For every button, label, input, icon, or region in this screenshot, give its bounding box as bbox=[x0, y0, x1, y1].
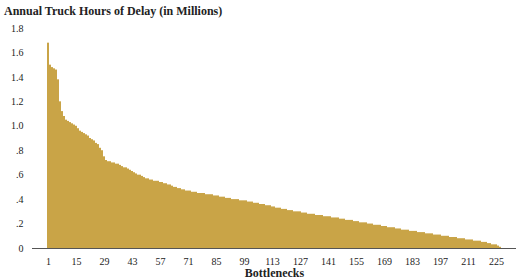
svg-text:99: 99 bbox=[239, 255, 250, 267]
svg-text:1.8: 1.8 bbox=[11, 23, 24, 34]
svg-text:141: 141 bbox=[321, 256, 336, 267]
svg-text:85: 85 bbox=[212, 256, 222, 267]
svg-text:1.2: 1.2 bbox=[11, 96, 24, 107]
svg-text:1.4: 1.4 bbox=[11, 72, 24, 83]
svg-text:211: 211 bbox=[461, 256, 476, 267]
html-text:Annual Truck Hours of Delay (i: Annual Truck Hours of Delay (in Millions… bbox=[4, 4, 223, 18]
svg-text:43: 43 bbox=[128, 256, 138, 267]
svg-text:1: 1 bbox=[46, 256, 51, 267]
svg-text:1.6: 1.6 bbox=[11, 47, 24, 58]
svg-text:29: 29 bbox=[100, 256, 110, 267]
svg-text:.6: .6 bbox=[16, 169, 24, 180]
svg-text:71: 71 bbox=[184, 256, 194, 267]
svg-text:57: 57 bbox=[156, 256, 166, 267]
svg-text:113: 113 bbox=[265, 255, 280, 267]
svg-text:.2: .2 bbox=[16, 218, 24, 229]
svg-text:15: 15 bbox=[72, 256, 82, 267]
svg-text:169: 169 bbox=[377, 256, 392, 267]
svg-text:.8: .8 bbox=[16, 145, 24, 156]
svg-text:127: 127 bbox=[293, 255, 308, 267]
svg-text:Bottlenecks: Bottlenecks bbox=[245, 266, 305, 279]
svg-text:225: 225 bbox=[489, 256, 504, 267]
svg-text:1.0: 1.0 bbox=[11, 120, 24, 131]
svg-text:183: 183 bbox=[405, 256, 420, 267]
svg-text:0: 0 bbox=[19, 243, 24, 254]
svg-text:155: 155 bbox=[349, 256, 364, 267]
svg-text:.4: .4 bbox=[16, 194, 24, 205]
svg-text:197: 197 bbox=[433, 256, 448, 267]
